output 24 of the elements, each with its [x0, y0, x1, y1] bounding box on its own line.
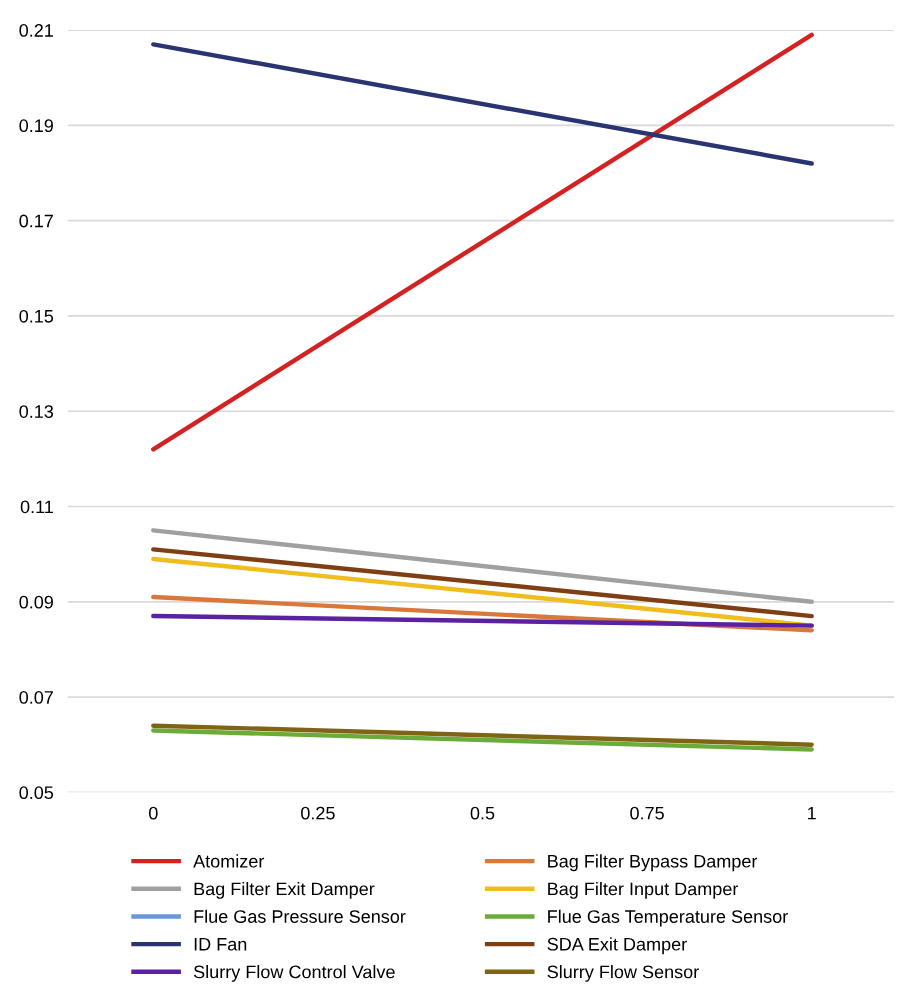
x-tick-label: 0.5 [470, 806, 495, 820]
y-tick-label: 0.09 [19, 595, 53, 609]
y-tick-label: 0.07 [19, 691, 53, 704]
y-tick-label: 0.19 [19, 119, 53, 133]
legend-label: Flue Gas Pressure Sensor [194, 909, 406, 923]
y-tick-label: 0.21 [19, 24, 53, 37]
legend-label: Bag Filter Bypass Damper [548, 854, 758, 872]
y-tick-label: 0.05 [19, 786, 54, 800]
legend-label: ID Fan [194, 938, 247, 951]
legend-label: Slurry Flow Control Valve [193, 965, 395, 982]
y-tick-label: 0.15 [19, 309, 54, 323]
x-tick-label: 1 [808, 806, 816, 820]
legend-label: Bag Filter Exit Damper [194, 882, 375, 899]
y-tick-label: 0.11 [20, 500, 53, 514]
y-tick-label: 0.17 [19, 214, 53, 228]
legend-label: Atomizer [193, 854, 265, 868]
x-tick-label: 0.25 [301, 806, 335, 820]
legend-label: Flue Gas Temperature Sensor [548, 909, 788, 927]
x-tick-label: 0.75 [630, 806, 664, 820]
legend-label: Bag Filter Input Damper [548, 882, 739, 899]
legend-label: SDA Exit Damper [547, 937, 687, 955]
x-tick-label: 0 [149, 806, 158, 820]
y-tick-label: 0.13 [19, 405, 54, 418]
legend-label: Slurry Flow Sensor [547, 965, 699, 982]
